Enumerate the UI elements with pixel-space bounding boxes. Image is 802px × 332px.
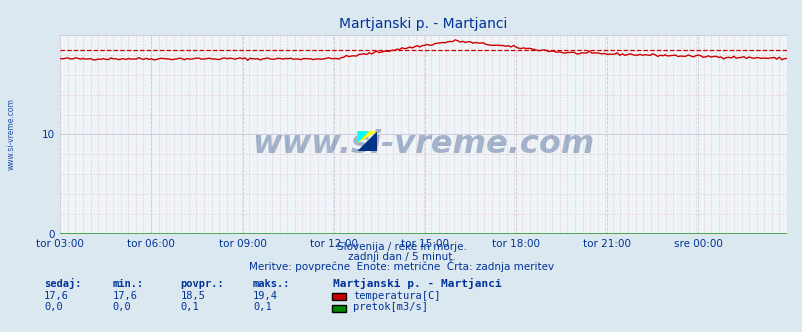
Text: 0,1: 0,1: [180, 302, 199, 312]
Text: maks.:: maks.:: [253, 279, 290, 289]
Text: 17,6: 17,6: [44, 291, 69, 301]
Text: pretok[m3/s]: pretok[m3/s]: [353, 302, 427, 312]
Text: min.:: min.:: [112, 279, 144, 289]
Polygon shape: [357, 131, 377, 151]
Text: 0,0: 0,0: [44, 302, 63, 312]
Text: 17,6: 17,6: [112, 291, 137, 301]
Text: Meritve: povprečne  Enote: metrične  Črta: zadnja meritev: Meritve: povprečne Enote: metrične Črta:…: [249, 260, 553, 272]
Text: povpr.:: povpr.:: [180, 279, 224, 289]
Text: 19,4: 19,4: [253, 291, 277, 301]
Text: 0,1: 0,1: [253, 302, 271, 312]
Text: 18,5: 18,5: [180, 291, 205, 301]
Text: 0,0: 0,0: [112, 302, 131, 312]
Text: Slovenija / reke in morje.: Slovenija / reke in morje.: [336, 242, 466, 252]
Text: Martjanski p. - Martjanci: Martjanski p. - Martjanci: [333, 278, 501, 289]
Text: temperatura[C]: temperatura[C]: [353, 291, 440, 301]
Title: Martjanski p. - Martjanci: Martjanski p. - Martjanci: [339, 17, 507, 31]
Text: sedaj:: sedaj:: [44, 278, 82, 289]
Polygon shape: [357, 131, 369, 143]
Polygon shape: [357, 131, 377, 143]
Text: www.si-vreme.com: www.si-vreme.com: [6, 99, 15, 170]
Text: zadnji dan / 5 minut.: zadnji dan / 5 minut.: [347, 252, 455, 262]
Text: www.si-vreme.com: www.si-vreme.com: [252, 129, 594, 160]
